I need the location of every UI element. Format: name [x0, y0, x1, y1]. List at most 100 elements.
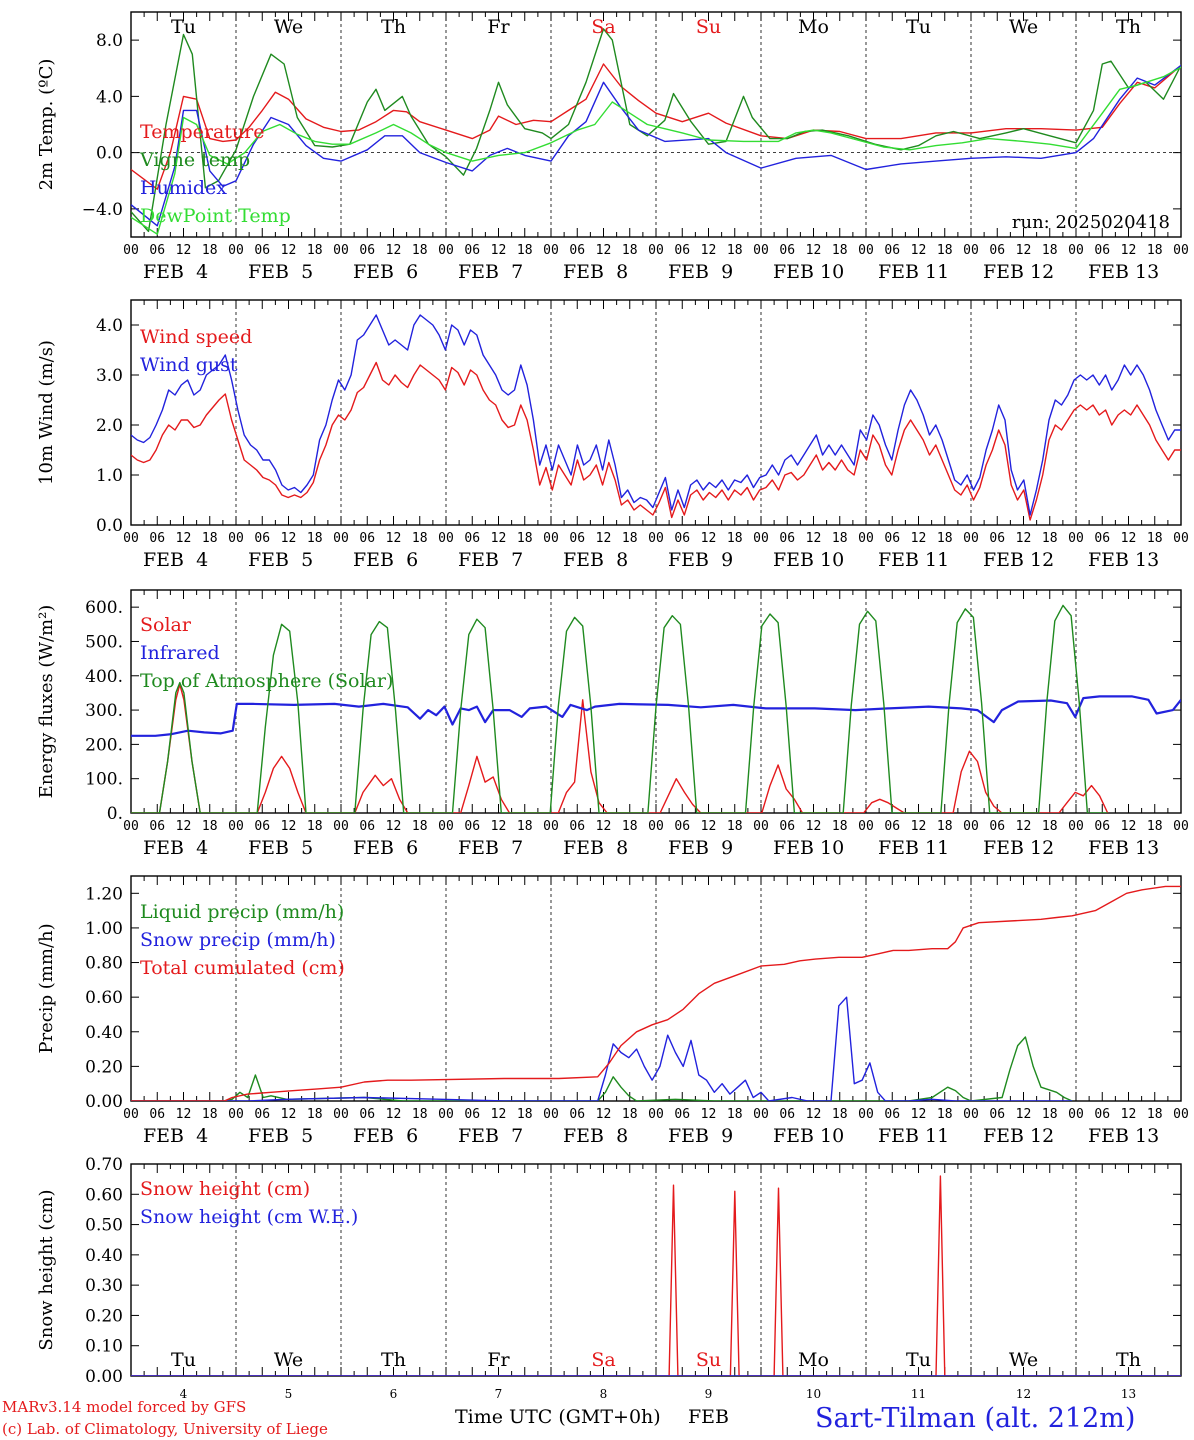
date-label: FEB 5 — [248, 837, 313, 859]
series-line — [131, 683, 1109, 813]
date-label: FEB 9 — [668, 261, 733, 283]
hour-label: 06 — [779, 531, 795, 546]
date-label: FEB 13 — [1088, 549, 1159, 571]
legend-entry: Top of Atmosphere (Solar) — [140, 670, 393, 692]
series-line — [131, 361, 1181, 521]
series-line — [131, 996, 1073, 1101]
hour-label: 18 — [937, 243, 953, 258]
hour-label: 06 — [359, 819, 375, 834]
hour-label: 00 — [753, 243, 769, 258]
hour-label: 06 — [989, 531, 1005, 546]
legend-entry: Liquid precip (mm/h) — [140, 901, 344, 923]
hour-label: 06 — [779, 243, 795, 258]
hour-label: 12 — [911, 243, 927, 258]
y-tick-label: 1.00 — [85, 919, 123, 939]
y-axis-label: Precip (mm/h) — [36, 923, 57, 1053]
series-line — [131, 885, 1181, 1101]
hour-label: 12 — [1016, 243, 1032, 258]
hour-label: 06 — [884, 1107, 900, 1122]
hour-label: 18 — [202, 819, 218, 834]
hour-label: 18 — [412, 819, 428, 834]
y-axis-label: Energy fluxes (W/m²) — [36, 605, 57, 799]
weekday-label: Mo — [798, 1349, 829, 1371]
hour-label: 18 — [517, 243, 533, 258]
series-line — [131, 63, 1181, 190]
hour-label: 12 — [386, 819, 402, 834]
hour-label: 06 — [674, 819, 690, 834]
hour-label: 06 — [569, 819, 585, 834]
series-line — [131, 1036, 1073, 1101]
panel-1: −4.0 0.0 4.0 8.0 2m Temp. (ºC) Temperature Vig… — [36, 11, 1189, 283]
day-number: 5 — [285, 1387, 293, 1401]
hour-label: 06 — [884, 243, 900, 258]
weekday-label: Th — [1116, 1349, 1141, 1371]
hour-label: 18 — [832, 819, 848, 834]
hour-label: 06 — [254, 243, 270, 258]
y-axis-label: 2m Temp. (ºC) — [36, 59, 57, 191]
date-label: FEB 11 — [878, 1125, 949, 1147]
hour-label: 06 — [254, 531, 270, 546]
y-tick-label: 4.0 — [96, 316, 123, 336]
hour-label: 18 — [517, 531, 533, 546]
series-group — [131, 314, 1181, 521]
hour-label: 06 — [254, 819, 270, 834]
date-label: FEB 6 — [353, 837, 418, 859]
legend-entry: Humidex — [140, 177, 227, 199]
hour-label: 00 — [858, 531, 874, 546]
series-line — [131, 1175, 1181, 1376]
hour-label: 18 — [937, 1107, 953, 1122]
date-label: FEB 10 — [773, 549, 844, 571]
hour-label: 18 — [727, 531, 743, 546]
legend-entry: Vigne temp — [139, 149, 250, 171]
hour-label: 12 — [596, 531, 612, 546]
series-line — [131, 64, 1181, 227]
hour-label: 06 — [464, 1107, 480, 1122]
weekday-label: Th — [381, 1349, 406, 1371]
hour-label: 12 — [1016, 531, 1032, 546]
y-tick-label: 0.20 — [85, 1306, 123, 1326]
hour-label: 18 — [517, 1107, 533, 1122]
hour-label: 12 — [281, 819, 297, 834]
series-line — [131, 66, 1181, 235]
hour-label: 18 — [1042, 243, 1058, 258]
date-label: FEB 12 — [983, 1125, 1054, 1147]
legend-entry: Infrared — [140, 642, 220, 664]
hour-label: 06 — [464, 819, 480, 834]
y-tick-label: 0.0 — [96, 516, 123, 536]
date-label: FEB 7 — [458, 1125, 523, 1147]
hour-label: 12 — [386, 1107, 402, 1122]
hour-label: 00 — [123, 531, 139, 546]
hour-label: 00 — [333, 819, 349, 834]
hour-label: 18 — [1042, 531, 1058, 546]
hour-label: 18 — [1147, 531, 1163, 546]
hour-label: 00 — [753, 531, 769, 546]
hour-label: 18 — [412, 1107, 428, 1122]
day-number: 8 — [600, 1387, 608, 1401]
legend-entry: DewPoint Temp — [140, 205, 291, 227]
hour-label: 12 — [1121, 819, 1137, 834]
y-axis-label: 10m Wind (m/s) — [36, 340, 57, 485]
legend-entry: Snow height (cm) — [140, 1178, 310, 1200]
hour-label: 12 — [911, 531, 927, 546]
y-tick-label: 1.0 — [96, 466, 123, 486]
hour-label: 18 — [727, 243, 743, 258]
hour-label: 18 — [832, 531, 848, 546]
hour-label: 12 — [806, 819, 822, 834]
legend-entry: Wind speed — [140, 326, 252, 348]
y-tick-label: 0.10 — [85, 1337, 123, 1357]
weekday-label: Sa — [591, 1349, 615, 1371]
date-label: FEB 8 — [563, 1125, 628, 1147]
hour-label: 06 — [149, 243, 165, 258]
weekday-label: Th — [1116, 16, 1141, 38]
hour-label: 12 — [911, 819, 927, 834]
date-label: FEB 12 — [983, 549, 1054, 571]
date-label: FEB 8 — [563, 261, 628, 283]
y-tick-label: 200. — [85, 735, 123, 755]
hour-label: 18 — [1147, 1107, 1163, 1122]
y-tick-label: 0.40 — [85, 1023, 123, 1043]
hour-label: 06 — [989, 1107, 1005, 1122]
day-number: 7 — [495, 1387, 503, 1401]
y-tick-label: 0.80 — [85, 954, 123, 974]
hour-label: 00 — [228, 243, 244, 258]
